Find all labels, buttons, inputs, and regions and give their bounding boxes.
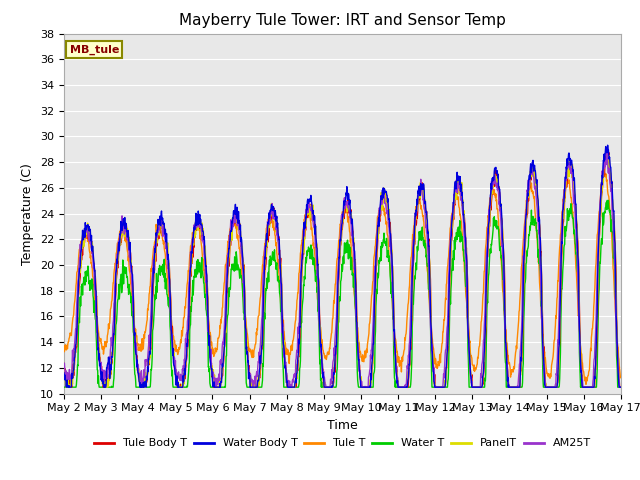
- X-axis label: Time: Time: [327, 419, 358, 432]
- Legend: Tule Body T, Water Body T, Tule T, Water T, PanelT, AM25T: Tule Body T, Water Body T, Tule T, Water…: [90, 434, 595, 453]
- Title: Mayberry Tule Tower: IRT and Sensor Temp: Mayberry Tule Tower: IRT and Sensor Temp: [179, 13, 506, 28]
- Y-axis label: Temperature (C): Temperature (C): [22, 163, 35, 264]
- Text: MB_tule: MB_tule: [70, 44, 119, 55]
